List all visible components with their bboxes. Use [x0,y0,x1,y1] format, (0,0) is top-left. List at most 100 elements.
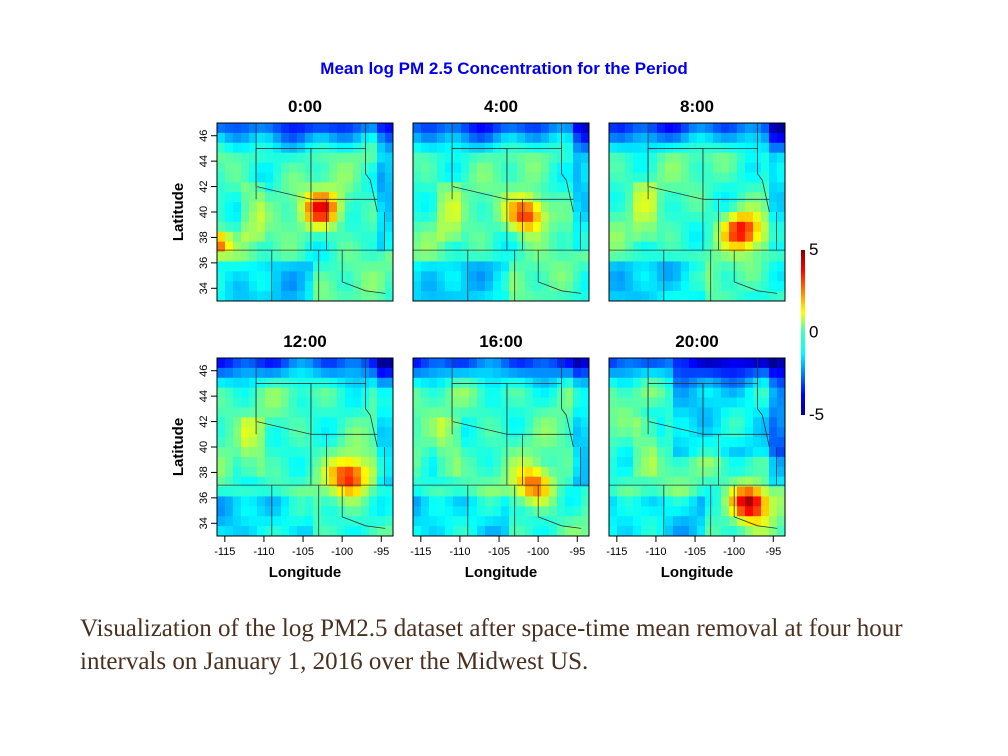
heatmap-cell [413,251,422,262]
heatmap-cell [369,152,378,163]
heatmap-cell [377,447,386,458]
heatmap-cell [697,358,706,369]
heatmap-cell [329,387,338,398]
heatmap-cell [281,241,290,252]
heatmap-cell [233,526,242,537]
heatmap-cell [713,407,722,418]
heatmap-cell [413,437,422,448]
heatmap-cell [609,172,618,183]
heatmap-cell [413,516,422,527]
heatmap-cell [625,142,634,154]
heatmap-cell [385,271,394,282]
heatmap-cell [265,358,274,369]
heatmap-cell [541,486,550,497]
heatmap-cell [249,466,258,478]
heatmap-cell [641,212,650,223]
heatmap-cell [573,202,582,213]
heatmap-cell [461,496,470,507]
heatmap-cell [313,132,322,144]
heatmap-cell [217,437,226,448]
heatmap-cell [633,358,642,369]
x-tick-label: -105 [292,546,314,558]
heatmap-cell [525,397,534,408]
heatmap-cell [777,152,786,163]
heatmap-cell [353,407,362,418]
heatmap-cell [557,192,566,203]
heatmap-cell [737,182,746,193]
heatmap-cell [761,486,770,497]
y-tick-label: 38 [198,466,210,478]
heatmap-cell [697,387,706,398]
heatmap-cell [769,476,778,487]
heatmap-cell [517,221,526,233]
heatmap-cell [257,241,266,252]
heatmap-cell [313,261,322,272]
heatmap-cell [281,212,290,223]
heatmap-cell [753,437,762,448]
heatmap-cell [329,261,338,272]
heatmap-cell [225,123,234,134]
heatmap-cell [729,516,738,527]
heatmap-cell [485,251,494,262]
heatmap-cell [705,367,714,379]
heatmap-cell [625,437,634,448]
heatmap-cell [737,271,746,282]
heatmap-cell [233,486,242,497]
heatmap-cell [633,397,642,408]
heatmap-cell [753,241,762,252]
y-tick-label: 36 [198,492,210,504]
heatmap-cell [297,367,306,379]
heatmap-cell [557,417,566,428]
heatmap-cell [429,397,438,408]
heatmap-cell [305,221,314,233]
heatmap-cell [697,281,706,292]
heatmap-cell [273,437,282,448]
heatmap-cell [753,231,762,243]
heatmap-cell [429,516,438,527]
heatmap-cell [477,172,486,183]
heatmap-cell [617,417,626,428]
heatmap-cell [469,417,478,428]
heatmap-cell [345,142,354,154]
heatmap-cell [673,152,682,163]
heatmap-cell [665,132,674,144]
heatmap-cell [461,162,470,173]
x-tick-label: -110 [645,546,666,558]
heatmap-cell [533,231,542,243]
heatmap-cell [225,192,234,203]
heatmap-cell [313,496,322,507]
heatmap-cell [281,387,290,398]
heatmap-cell [565,516,574,527]
heatmap-cell [329,397,338,408]
heatmap-cell [225,162,234,173]
heatmap-cell [353,251,362,262]
heatmap-cell [777,172,786,183]
heatmap-cell [541,251,550,262]
heatmap-cell [625,367,634,379]
heatmap-cell [385,291,394,302]
heatmap-cell [437,456,446,468]
heatmap-cell [729,221,738,233]
heatmap-cell [429,358,438,369]
heatmap-cell [753,212,762,223]
y-tick-label: 40 [198,206,210,218]
heatmap-cell [665,162,674,173]
heatmap-cell [385,387,394,398]
heatmap-cell [477,142,486,154]
heatmap-cell [421,407,430,418]
heatmap-cell [549,407,558,418]
heatmap-cell [625,172,634,183]
heatmap-cell [777,496,786,507]
heatmap-cell [225,486,234,497]
heatmap-cell [761,437,770,448]
heatmap-cell [329,172,338,183]
heatmap-cell [557,231,566,243]
heatmap-cell [501,358,510,369]
heatmap-cell [385,526,394,537]
heatmap-cell [681,407,690,418]
heatmap-cell [777,358,786,369]
heatmap-cell [753,281,762,292]
heatmap-cell [721,427,730,438]
heatmap-cell [729,142,738,154]
heatmap-cell [429,506,438,517]
